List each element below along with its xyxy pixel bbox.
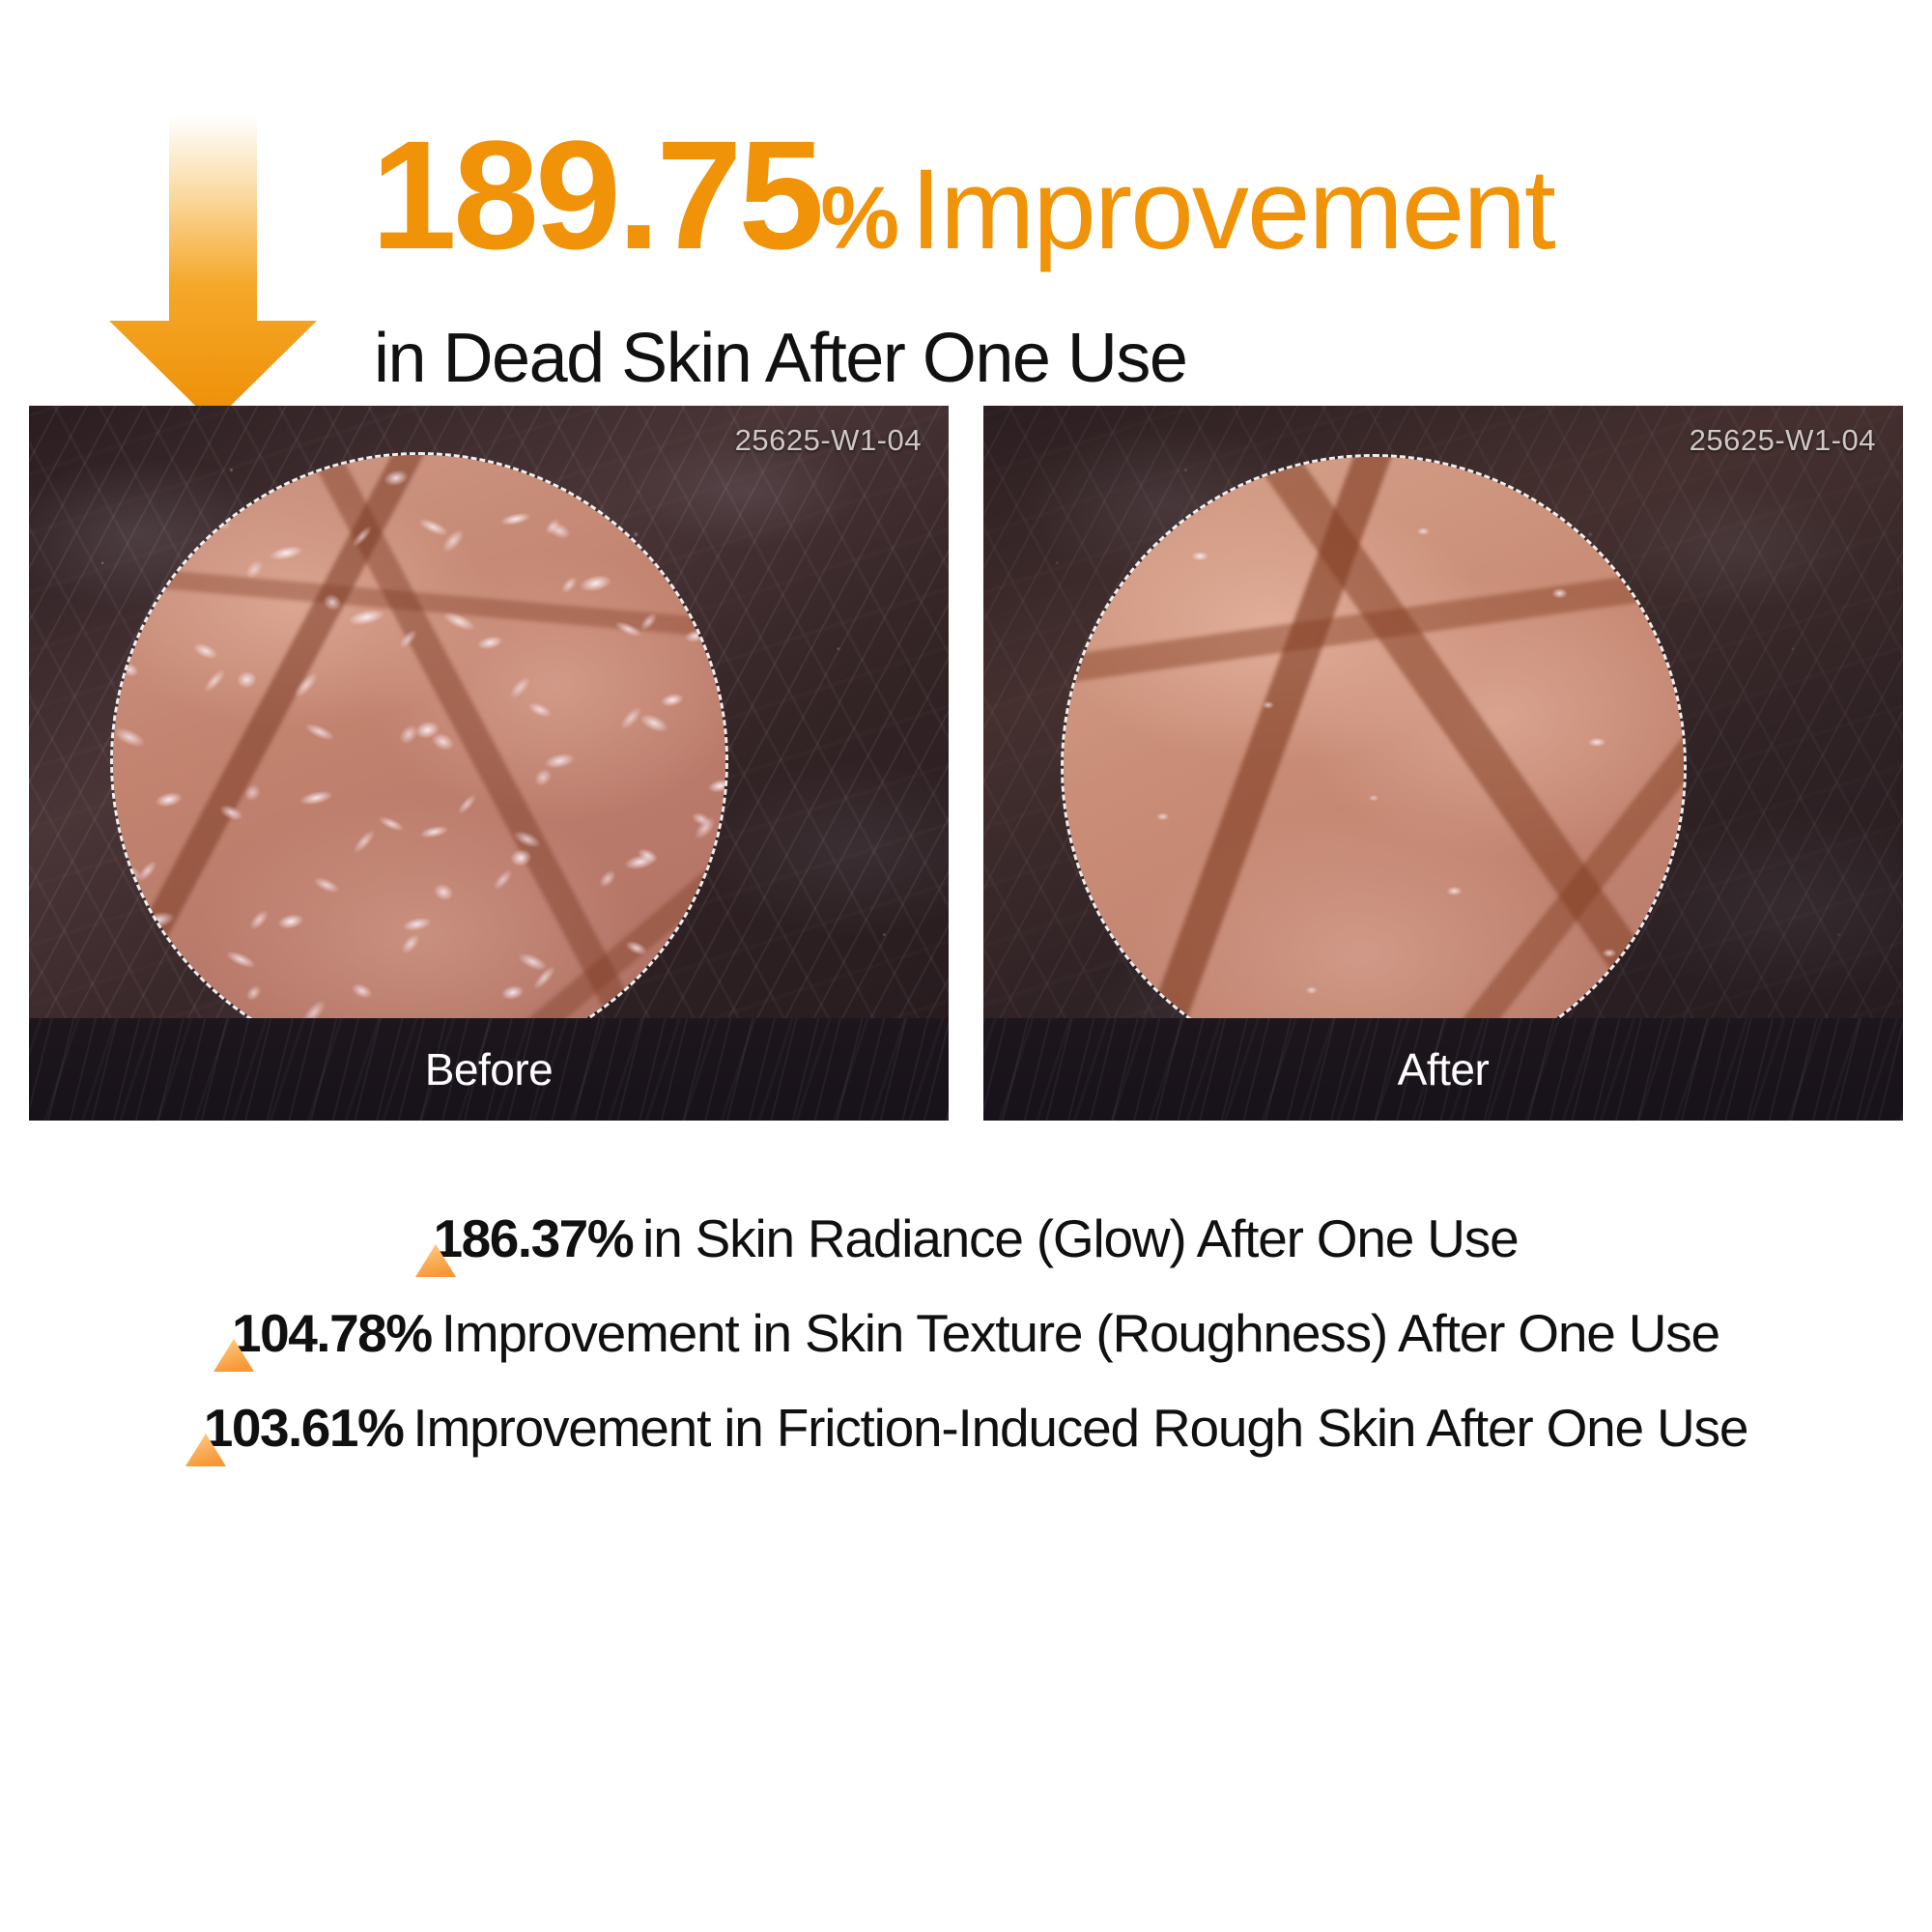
header: 189.75% Improvement in Dead Skin After On…: [0, 0, 1932, 425]
before-after-comparison: 25625-W1-04 Before 25625-W1-04 After: [29, 406, 1903, 1121]
stat-value: 104.78: [232, 1303, 387, 1363]
headline: 189.75% Improvement: [371, 118, 1556, 273]
stat-row: 103.61% Improvement in Friction-Induced …: [0, 1397, 1932, 1466]
stats-list: 186.37% in Skin Radiance (Glow) After On…: [0, 1179, 1932, 1476]
stat-percent: %: [586, 1208, 635, 1268]
stat-row: 104.78% Improvement in Skin Texture (Rou…: [0, 1302, 1932, 1372]
after-dead-skin-flakes: [1064, 457, 1684, 1077]
stat-percent: %: [385, 1303, 433, 1363]
after-sample-id: 25625-W1-04: [1689, 423, 1876, 457]
headline-value: 189.75: [371, 108, 824, 281]
before-sample-id: 25625-W1-04: [734, 423, 922, 457]
headline-word: Improvement: [910, 146, 1556, 273]
stat-value: 103.61: [203, 1398, 359, 1458]
stat-label: Improvement in Skin Texture (Roughness) …: [440, 1303, 1720, 1363]
before-caption: Before: [424, 1044, 554, 1094]
stat-value: 186.37: [433, 1208, 589, 1268]
before-caption-bar: Before: [29, 1018, 949, 1121]
stat-label: Improvement in Friction-Induced Rough Sk…: [412, 1398, 1748, 1458]
after-caption-bar: After: [983, 1018, 1903, 1121]
subtitle: in Dead Skin After One Use: [374, 320, 1188, 397]
after-panel: 25625-W1-04 After: [983, 406, 1903, 1121]
headline-percent: %: [820, 169, 899, 268]
before-dead-skin-flakes-3: [113, 455, 725, 1067]
stat-percent: %: [357, 1398, 405, 1458]
after-magnified-circle: [1061, 454, 1687, 1080]
stat-row: 186.37% in Skin Radiance (Glow) After On…: [0, 1208, 1932, 1277]
after-caption: After: [1397, 1044, 1490, 1094]
down-arrow-icon: [109, 116, 317, 423]
before-magnified-circle: [110, 452, 728, 1070]
before-panel: 25625-W1-04 Before: [29, 406, 949, 1121]
stat-label: in Skin Radiance (Glow) After One Use: [642, 1208, 1519, 1268]
